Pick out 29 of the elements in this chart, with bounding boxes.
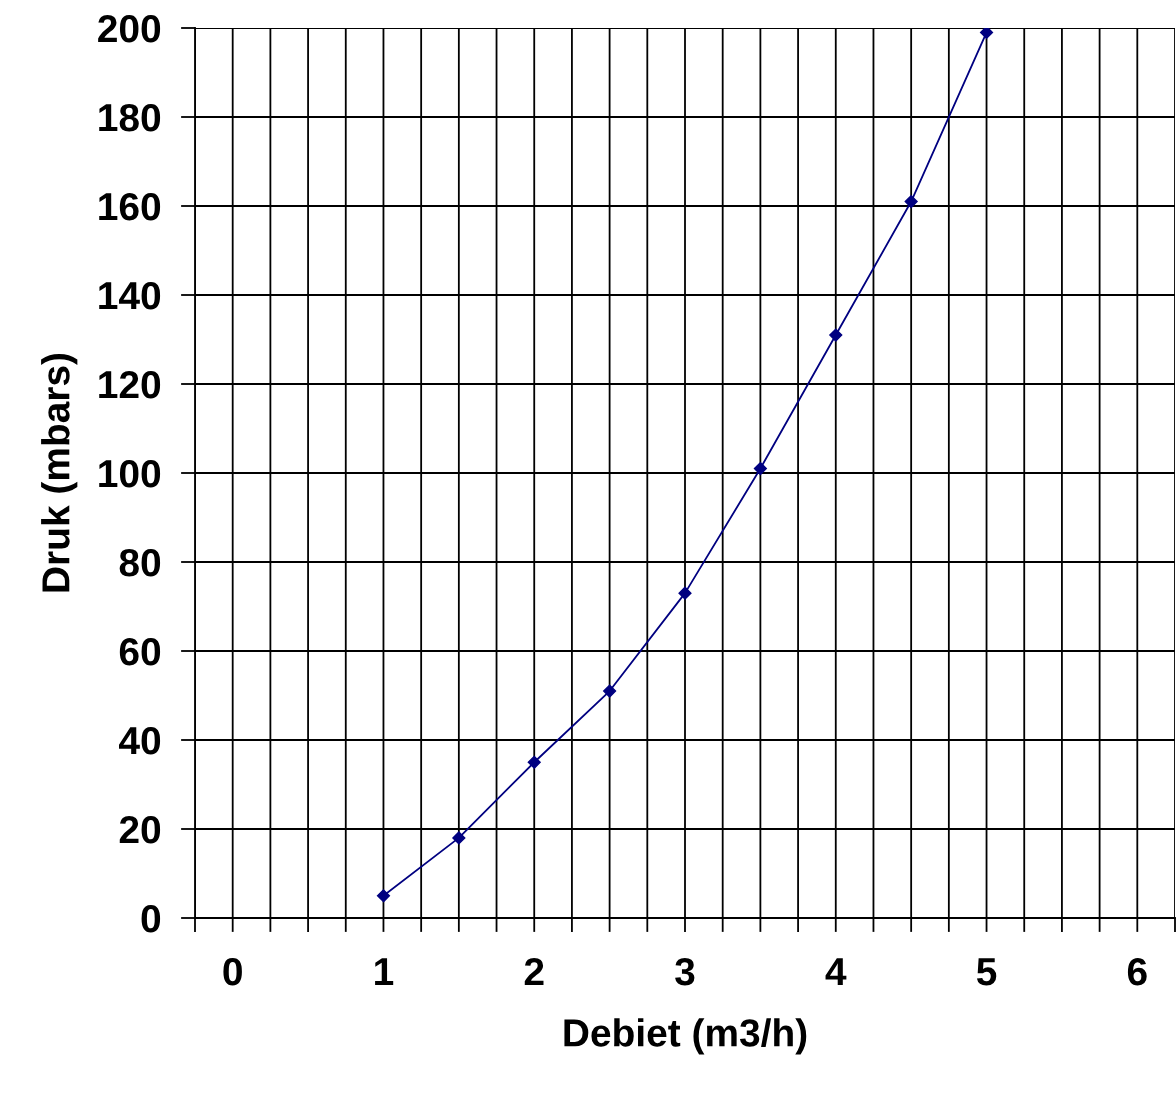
x-tick-label: 0 bbox=[223, 957, 242, 986]
point bbox=[452, 831, 466, 845]
x-tick-label: 1 bbox=[375, 958, 394, 986]
x-tick-label: 3 bbox=[675, 957, 695, 986]
point bbox=[904, 194, 918, 209]
point bbox=[527, 755, 541, 769]
point bbox=[603, 684, 617, 698]
y-tick-label: 100 bbox=[99, 459, 161, 488]
y-tick-label: 200 bbox=[98, 14, 161, 43]
y-axis-title: Druk (mbars) bbox=[41, 353, 78, 592]
point bbox=[753, 461, 767, 476]
y-tick-label: 120 bbox=[99, 370, 161, 399]
y-tick-label: 60 bbox=[119, 637, 161, 666]
y-tick-label: 140 bbox=[99, 281, 161, 310]
y-tick-label: 180 bbox=[99, 103, 161, 132]
y-tick-label: 160 bbox=[99, 192, 161, 221]
x-tick-label: 2 bbox=[524, 957, 544, 986]
x-axis-title: Debiet (m3/h) bbox=[564, 1018, 807, 1055]
y-tick-label: 20 bbox=[119, 815, 161, 844]
x-tick-label: 5 bbox=[976, 958, 997, 986]
y-tick-label: 40 bbox=[119, 726, 161, 755]
y-tick-label: 0 bbox=[141, 904, 161, 933]
point bbox=[829, 328, 843, 342]
x-tick-label: 4 bbox=[825, 958, 847, 986]
x-tick-label: 6 bbox=[1127, 957, 1147, 986]
point bbox=[376, 889, 391, 903]
y-tick-label: 80 bbox=[119, 548, 161, 577]
point bbox=[979, 28, 994, 40]
point bbox=[678, 586, 692, 600]
